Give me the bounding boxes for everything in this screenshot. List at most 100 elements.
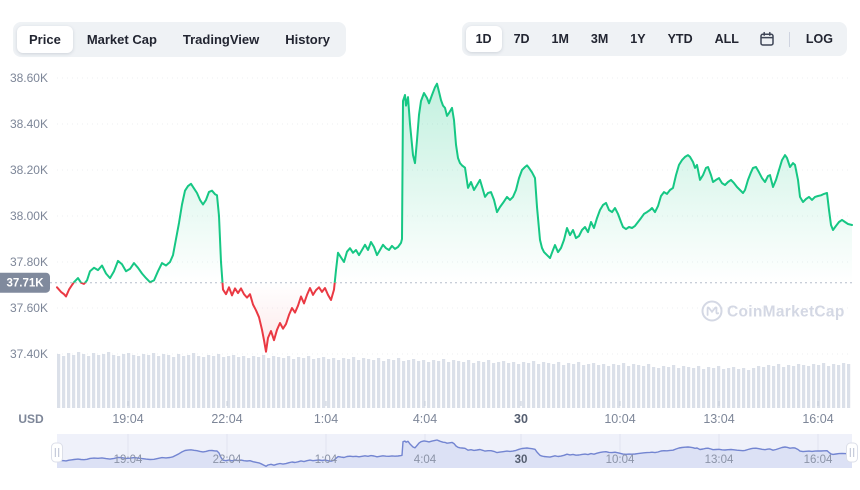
volume-bar bbox=[102, 354, 106, 408]
range-1y[interactable]: 1Y bbox=[620, 26, 655, 53]
volume-bar bbox=[267, 358, 271, 408]
volume-bar bbox=[237, 357, 241, 408]
volume-bar bbox=[537, 364, 541, 408]
volume-bar bbox=[522, 362, 526, 408]
volume-bar bbox=[122, 354, 126, 408]
volume-bar bbox=[72, 355, 76, 408]
navigator-tick-label: 22:04 bbox=[213, 454, 242, 466]
volume-bar bbox=[92, 353, 96, 408]
volume-bar bbox=[402, 361, 406, 408]
log-scale-toggle[interactable]: LOG bbox=[796, 26, 843, 53]
range-7d[interactable]: 7D bbox=[504, 26, 540, 53]
volume-bar bbox=[657, 368, 661, 408]
volume-bar bbox=[477, 361, 481, 408]
volume-bar bbox=[167, 355, 171, 408]
volume-bar bbox=[457, 361, 461, 408]
volume-bar bbox=[732, 367, 736, 408]
range-1d[interactable]: 1D bbox=[465, 25, 502, 53]
volume-bar bbox=[792, 366, 796, 408]
range-ytd[interactable]: YTD bbox=[658, 26, 703, 53]
tab-market-cap[interactable]: Market Cap bbox=[75, 26, 169, 53]
area-fill-down bbox=[57, 282, 335, 352]
volume-bar bbox=[557, 362, 561, 408]
volume-bar bbox=[837, 365, 841, 408]
volume-bar bbox=[87, 356, 91, 408]
volume-bar bbox=[62, 356, 66, 408]
coinmarketcap-watermark: CoinMarketCap bbox=[701, 300, 844, 322]
volume-bar bbox=[512, 362, 516, 408]
divider bbox=[788, 31, 790, 47]
volume-bar bbox=[307, 356, 311, 408]
volume-bar bbox=[782, 367, 786, 408]
x-tick-label: 1:04 bbox=[314, 412, 338, 426]
x-tick-label: 13:04 bbox=[703, 412, 734, 426]
volume-bar bbox=[222, 357, 226, 408]
volume-bar bbox=[177, 354, 181, 408]
volume-bar bbox=[762, 367, 766, 408]
volume-bar bbox=[127, 353, 131, 408]
range-3m[interactable]: 3M bbox=[581, 26, 618, 53]
volume-bar bbox=[627, 366, 631, 408]
x-tick-label: 4:04 bbox=[413, 412, 437, 426]
volume-bar bbox=[687, 367, 691, 408]
volume-bar bbox=[57, 354, 61, 408]
volume-bar bbox=[727, 368, 731, 408]
volume-bar bbox=[232, 355, 236, 408]
x-tick-label: 22:04 bbox=[211, 412, 242, 426]
volume-bar bbox=[747, 370, 751, 408]
navigator-tick-label: 19:04 bbox=[114, 454, 143, 466]
plot-hover-area[interactable] bbox=[57, 60, 853, 408]
volume-bar bbox=[817, 365, 821, 408]
range-all[interactable]: ALL bbox=[705, 26, 749, 53]
volume-bar bbox=[412, 359, 416, 408]
tab-history[interactable]: History bbox=[273, 26, 342, 53]
volume-bar bbox=[377, 358, 381, 408]
volume-bar bbox=[602, 364, 606, 408]
volume-bar bbox=[682, 366, 686, 408]
volume-bar bbox=[592, 363, 596, 408]
x-tick-label: 30 bbox=[514, 412, 528, 426]
y-tick-label: 37.80K bbox=[10, 255, 48, 269]
tab-tradingview[interactable]: TradingView bbox=[171, 26, 271, 53]
volume-bar bbox=[192, 353, 196, 408]
volume-bar bbox=[372, 360, 376, 408]
chart-toolbar: Price Market Cap TradingView History 1D 7D 1M… bbox=[0, 20, 860, 58]
volume-bar bbox=[797, 364, 801, 408]
tab-price[interactable]: Price bbox=[17, 25, 73, 53]
volume-bar bbox=[212, 356, 216, 408]
volume-bar bbox=[82, 354, 86, 408]
volume-bar bbox=[397, 358, 401, 408]
volume-bar bbox=[467, 360, 471, 408]
volume-bar bbox=[472, 363, 476, 408]
volume-bar bbox=[422, 360, 426, 408]
range-navigator[interactable]: 19:04 22:04 1:04 4:04 30 10:04 13:04 16:04 bbox=[51, 434, 858, 468]
navigator-handle-left[interactable] bbox=[51, 442, 63, 463]
volume-bar bbox=[112, 355, 116, 408]
volume-bar bbox=[357, 360, 361, 408]
volume-bar bbox=[292, 359, 296, 408]
calendar-icon[interactable] bbox=[751, 26, 783, 52]
y-tick-label: 38.40K bbox=[10, 117, 48, 131]
volume-bar bbox=[807, 366, 811, 408]
navigator-handle-right[interactable] bbox=[846, 442, 858, 463]
range-1m[interactable]: 1M bbox=[542, 26, 579, 53]
chart-type-tabs: Price Market Cap TradingView History bbox=[13, 21, 347, 57]
volume-bar bbox=[767, 365, 771, 408]
volume-bar bbox=[317, 358, 321, 408]
volume-bar bbox=[97, 355, 101, 408]
volume-bar bbox=[157, 356, 161, 408]
volume-bar bbox=[772, 366, 776, 408]
volume-bar bbox=[712, 368, 716, 408]
y-tick-label: 37.40K bbox=[10, 347, 48, 361]
volume-bar bbox=[452, 360, 456, 408]
volume-bar bbox=[527, 363, 531, 408]
navigator-tick-label: 16:04 bbox=[804, 454, 833, 466]
open-price-badge-label: 37.71K bbox=[6, 278, 44, 290]
volume-bar bbox=[577, 362, 581, 408]
navigator-tick-label: 30 bbox=[515, 454, 528, 466]
volume-bar bbox=[247, 358, 251, 408]
volume-bar bbox=[207, 355, 211, 408]
volume-bar bbox=[722, 369, 726, 408]
volume-bar bbox=[507, 363, 511, 408]
volume-bar bbox=[252, 356, 256, 408]
